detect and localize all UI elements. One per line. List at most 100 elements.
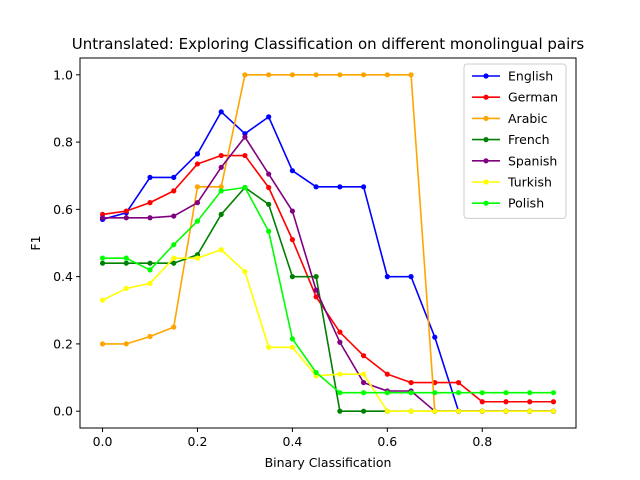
data-point-french <box>313 274 319 280</box>
data-point-polish <box>99 255 106 261</box>
data-point-turkish <box>266 344 272 350</box>
data-point-german <box>123 208 129 214</box>
data-point-polish <box>123 255 129 261</box>
legend-label: Arabic <box>508 111 548 126</box>
data-point-english <box>313 184 319 190</box>
data-point-french <box>99 260 106 266</box>
data-point-polish <box>527 390 533 396</box>
data-point-german <box>313 294 319 300</box>
chart-title: Untranslated: Exploring Classification o… <box>72 35 585 53</box>
x-tick-label: 0.2 <box>188 434 208 449</box>
data-point-french <box>266 201 272 207</box>
y-tick-label: 0.8 <box>53 135 73 150</box>
data-point-arabic <box>242 72 248 78</box>
data-point-german <box>242 152 248 159</box>
series-layer <box>99 72 557 414</box>
data-point-arabic <box>218 184 224 190</box>
legend-item-polish: Polish <box>472 196 544 211</box>
data-point-german <box>218 152 224 159</box>
data-point-polish <box>455 390 462 396</box>
data-point-turkish <box>384 408 390 414</box>
y-tick-label: 0.4 <box>53 269 73 284</box>
data-point-french <box>123 260 129 266</box>
y-tick-label: 0.0 <box>53 404 73 419</box>
series-line-turkish <box>102 248 554 412</box>
data-point-turkish <box>361 371 367 377</box>
data-point-turkish <box>503 408 509 414</box>
legend-swatch-marker <box>483 73 489 79</box>
data-point-english <box>432 334 438 340</box>
legend-item-french: French <box>472 132 550 147</box>
data-point-spanish <box>123 215 129 221</box>
legend-swatch-marker <box>483 200 489 206</box>
x-tick-label: 0.8 <box>472 434 492 449</box>
data-point-turkish <box>242 268 248 275</box>
data-point-polish <box>266 228 272 234</box>
data-point-arabic <box>384 72 390 78</box>
data-point-arabic <box>361 72 367 78</box>
data-point-spanish <box>218 164 224 170</box>
x-tick-label: 0.6 <box>377 434 397 449</box>
data-point-spanish <box>361 379 367 386</box>
data-point-polish <box>432 390 438 396</box>
data-point-french <box>218 211 224 218</box>
legend-swatch-marker <box>483 94 489 100</box>
y-axis: 0.0 0.2 0.4 0.6 0.8 1.0 <box>53 67 80 419</box>
y-tick-label: 1.0 <box>53 67 73 82</box>
legend-box <box>463 63 567 219</box>
data-point-arabic <box>266 72 272 78</box>
data-point-polish <box>147 267 153 273</box>
legend-swatch-marker <box>483 137 489 143</box>
x-axis: 0.0 0.2 0.4 0.6 0.8 <box>93 428 492 449</box>
legend-swatch-marker <box>483 179 489 185</box>
data-point-turkish <box>171 255 177 261</box>
data-point-turkish <box>218 247 224 253</box>
data-point-spanish <box>171 213 177 219</box>
data-point-turkish <box>194 255 201 261</box>
data-point-turkish <box>432 408 438 414</box>
data-point-german <box>479 399 485 405</box>
data-point-polish <box>313 369 319 376</box>
data-point-polish <box>408 390 414 396</box>
data-point-polish <box>194 218 201 224</box>
data-point-german <box>361 353 367 359</box>
series-line-french <box>102 186 554 412</box>
data-point-spanish <box>147 215 153 221</box>
legend-label: Spanish <box>508 153 557 168</box>
data-point-german <box>171 188 177 194</box>
data-point-arabic <box>194 184 201 190</box>
data-point-english <box>147 174 153 181</box>
legend-swatch-marker <box>483 115 489 121</box>
data-point-arabic <box>313 72 319 78</box>
x-tick-label: 0.0 <box>93 434 113 449</box>
data-point-spanish <box>313 287 319 293</box>
data-point-german <box>408 379 414 386</box>
data-point-german <box>147 200 153 206</box>
data-point-spanish <box>337 339 343 345</box>
data-point-english <box>337 184 343 190</box>
data-point-polish <box>218 188 224 194</box>
data-point-french <box>147 260 153 266</box>
y-tick-label: 0.2 <box>53 336 73 351</box>
x-axis-label: Binary Classification <box>265 455 392 470</box>
data-point-german <box>527 399 533 405</box>
series-turkish <box>99 247 557 414</box>
data-point-turkish <box>527 408 533 414</box>
data-point-spanish <box>266 171 272 177</box>
data-point-german <box>455 379 462 386</box>
data-point-german <box>266 184 272 191</box>
data-point-english <box>171 174 177 181</box>
data-point-english <box>361 184 367 190</box>
data-point-english <box>384 274 390 280</box>
data-point-turkish <box>123 285 129 292</box>
data-point-german <box>384 371 390 377</box>
legend-label: French <box>508 132 550 147</box>
data-point-french <box>337 408 343 414</box>
data-point-polish <box>479 390 485 396</box>
data-point-arabic <box>408 72 414 78</box>
plot-area-frame <box>79 57 577 429</box>
data-point-polish <box>242 184 248 191</box>
data-point-german <box>289 237 295 243</box>
